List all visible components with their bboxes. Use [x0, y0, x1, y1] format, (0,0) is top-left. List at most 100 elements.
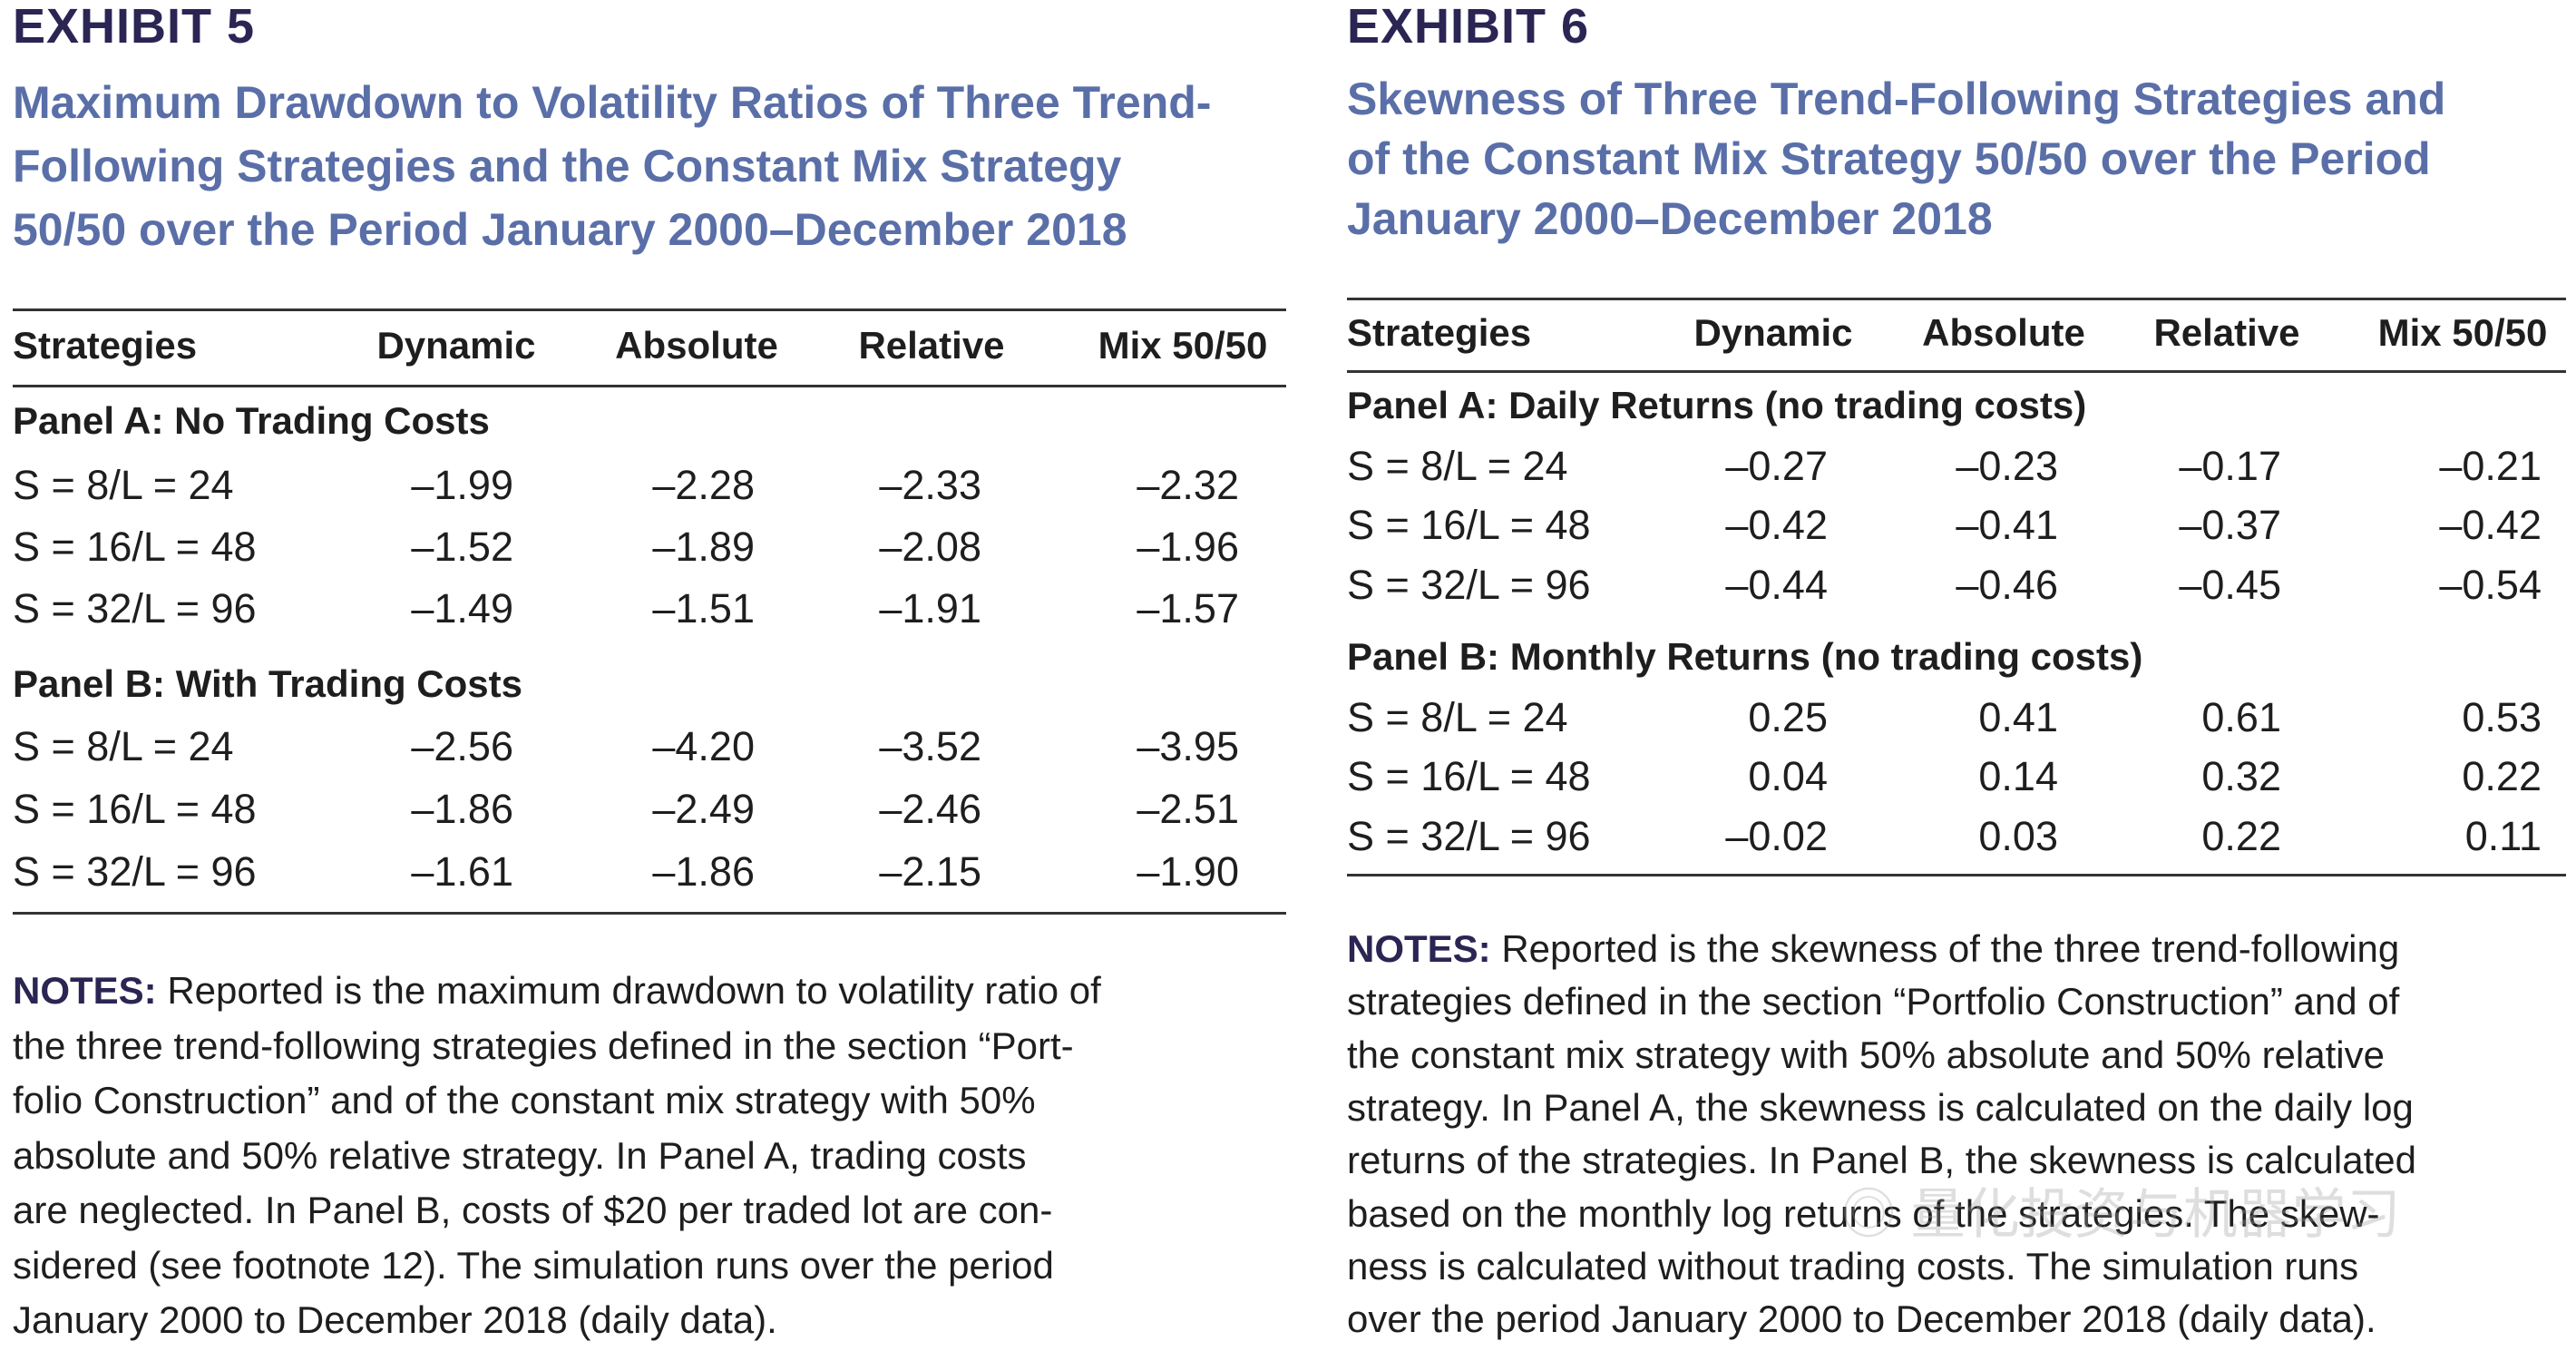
notes-text: sidered (see footnote 12). The simulatio…	[13, 1243, 1054, 1287]
column-header: Dynamic	[376, 324, 536, 367]
notes-text: absolute and 50% relative strategy. In P…	[13, 1133, 1027, 1177]
table-cell-value: 0.32	[2201, 753, 2281, 799]
table-cell-value: –1.61	[411, 848, 513, 895]
notes-line: over the period January 2000 to December…	[1347, 1297, 2376, 1341]
table-cell-value: –3.52	[879, 723, 981, 769]
notes-text: the three trend-following strategies def…	[13, 1023, 1074, 1067]
table-cell-value: –2.51	[1137, 786, 1239, 832]
exhibit-title-line: of the Constant Mix Strategy 50/50 over …	[1347, 133, 2431, 184]
strategy-label: S = 16/L = 48	[13, 786, 257, 832]
table-bottom-rule	[1347, 874, 2566, 876]
strategy-label: S = 8/L = 24	[13, 723, 234, 769]
notes-line: ness is calculated without trading costs…	[1347, 1245, 2358, 1288]
notes-text: strategies defined in the section “Portf…	[1347, 980, 2400, 1023]
table-cell-value: –0.21	[2439, 443, 2542, 489]
panel-title: Panel A: No Trading Costs	[13, 399, 490, 442]
watermark: ◎ 量化投资与机器学习	[1841, 1184, 2401, 1245]
notes-line: the three trend-following strategies def…	[13, 1024, 1074, 1068]
notes-line: strategy. In Panel A, the skewness is ca…	[1347, 1086, 2414, 1130]
table-cell-value: –4.20	[652, 723, 755, 769]
table-cell-value: –1.86	[411, 786, 513, 832]
strategy-label: S = 32/L = 96	[1347, 562, 1591, 608]
notes-text: returns of the strategies. In Panel B, t…	[1347, 1139, 2416, 1182]
table-cell-value: –1.90	[1137, 848, 1239, 895]
exhibit-title-line: Skewness of Three Trend-Following Strate…	[1347, 73, 2446, 124]
notes-line: January 2000 to December 2018 (daily dat…	[13, 1298, 777, 1342]
table-cell-value: 0.14	[1978, 753, 2058, 799]
column-header: Dynamic	[1693, 311, 1853, 354]
strategy-label: S = 8/L = 24	[13, 462, 234, 508]
notes-label: NOTES:	[1347, 927, 1491, 970]
table-cell-value: –1.57	[1137, 585, 1239, 632]
table-cell-value: –3.95	[1137, 723, 1239, 769]
notes-text: folio Construction” and of the constant …	[13, 1079, 1036, 1121]
table-bottom-rule	[13, 912, 1286, 915]
table-top-rule	[13, 308, 1286, 311]
notes-line: absolute and 50% relative strategy. In P…	[13, 1134, 1027, 1178]
table-cell-value: –2.46	[879, 786, 981, 832]
strategy-label: S = 32/L = 96	[13, 585, 257, 632]
notes-line: NOTES: Reported is the maximum drawdown …	[13, 969, 1101, 1013]
panel-title: Panel B: With Trading Costs	[13, 662, 522, 705]
exhibit-title-line: Following Strategies and the Constant Mi…	[13, 141, 1122, 191]
exhibit-title-line: Maximum Drawdown to Volatility Ratios of…	[13, 77, 1212, 128]
table-cell-value: 0.41	[1978, 694, 2058, 740]
table-top-rule	[1347, 298, 2566, 300]
notes-text: the constant mix strategy with 50% absol…	[1347, 1033, 2385, 1076]
notes-line: folio Construction” and of the constant …	[13, 1079, 1036, 1122]
table-cell-value: –0.45	[2179, 562, 2281, 608]
column-header: Relative	[858, 324, 1005, 367]
table-cell-value: –0.42	[2439, 502, 2542, 548]
column-header: Mix 50/50	[1098, 324, 1268, 367]
strategy-label: S = 32/L = 96	[1347, 813, 1591, 859]
notes-line: strategies defined in the section “Portf…	[1347, 980, 2399, 1023]
table-cell-value: 0.61	[2201, 694, 2281, 740]
strategy-label: S = 32/L = 96	[13, 848, 257, 895]
table-cell-value: 0.03	[1978, 813, 2058, 859]
table-cell-value: –0.23	[1956, 443, 2058, 489]
notes-line: the constant mix strategy with 50% absol…	[1347, 1033, 2385, 1077]
table-cell-value: 0.04	[1748, 753, 1828, 799]
table-cell-value: –1.51	[652, 585, 755, 632]
table-cell-value: –1.99	[411, 462, 513, 508]
table-cell-value: –0.42	[1725, 502, 1828, 548]
table-cell-value: –2.08	[879, 524, 981, 570]
notes-text: based on the monthly log returns of the …	[1347, 1191, 2380, 1235]
table-cell-value: 0.22	[2462, 753, 2542, 799]
notes-text: ness is calculated without trading costs…	[1347, 1244, 2359, 1288]
panel-title: Panel B: Monthly Returns (no trading cos…	[1347, 635, 2143, 678]
exhibit-label: EXHIBIT 6	[1347, 0, 1590, 54]
table-cell-value: –0.46	[1956, 562, 2058, 608]
table-cell-value: –0.37	[2179, 502, 2281, 548]
notes-text: strategy. In Panel A, the skewness is ca…	[1347, 1085, 2414, 1129]
table-cell-value: –0.54	[2439, 562, 2542, 608]
table-cell-value: 0.11	[2464, 813, 2542, 859]
notes-line: NOTES: Reported is the skewness of the t…	[1347, 927, 2399, 971]
table-cell-value: –2.56	[411, 723, 513, 769]
table-cell-value: –0.02	[1725, 813, 1828, 859]
notes-line: based on the monthly log returns of the …	[1347, 1192, 2380, 1236]
notes-text: January 2000 to December 2018 (daily dat…	[13, 1298, 777, 1341]
table-cell-value: –2.49	[652, 786, 755, 832]
notes-text: over the period January 2000 to December…	[1347, 1297, 2376, 1341]
notes-line: are neglected. In Panel B, costs of $20 …	[13, 1189, 1052, 1232]
table-cell-value: –0.27	[1725, 443, 1828, 489]
strategy-label: S = 16/L = 48	[1347, 502, 1591, 548]
column-header: Absolute	[1922, 311, 2085, 354]
notes-text: Reported is the maximum drawdown to vola…	[156, 969, 1101, 1012]
exhibit-title-line: January 2000–December 2018	[1347, 193, 1993, 244]
table-cell-value: –0.17	[2179, 443, 2281, 489]
table-cell-value: –1.52	[411, 524, 513, 570]
column-header: Strategies	[13, 324, 198, 367]
table-cell-value: –0.44	[1725, 562, 1828, 608]
strategy-label: S = 8/L = 24	[1347, 694, 1568, 740]
table-cell-value: –2.32	[1137, 462, 1239, 508]
table-cell-value: –1.49	[411, 585, 513, 632]
table-cell-value: –2.28	[652, 462, 755, 508]
exhibit-label: EXHIBIT 5	[13, 0, 256, 54]
notes-text: Reported is the skewness of the three tr…	[1490, 927, 2400, 970]
table-cell-value: –2.15	[879, 848, 981, 895]
notes-line: returns of the strategies. In Panel B, t…	[1347, 1139, 2416, 1182]
table-header-rule	[1347, 370, 2566, 373]
table-cell-value: 0.25	[1748, 694, 1828, 740]
